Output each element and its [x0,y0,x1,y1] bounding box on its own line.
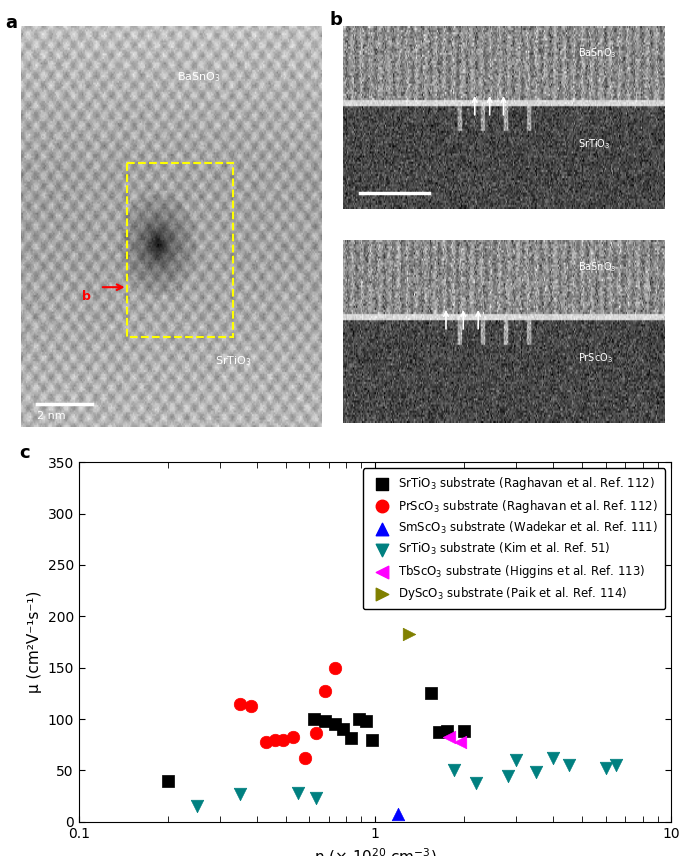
SrTiO$_3$ substrate (Kim et al. Ref. 51) [234,788,245,801]
PrScO$_3$ substrate (Raghavan et al. Ref. 112) [299,752,310,765]
Text: b: b [329,11,342,29]
SrTiO$_3$ substrate (Kim et al. Ref. 51) [471,776,482,789]
PrScO$_3$ substrate (Raghavan et al. Ref. 112) [245,698,256,712]
PrScO$_3$ substrate (Raghavan et al. Ref. 112) [288,729,299,743]
Text: c: c [20,444,30,462]
SrTiO$_3$ substrate (Raghavan et al. Ref. 112) [346,731,357,745]
SrTiO$_3$ substrate (Raghavan et al. Ref. 112) [338,722,349,736]
SrTiO$_3$ substrate (Raghavan et al. Ref. 112) [353,712,364,726]
Text: BaSnO$_3$: BaSnO$_3$ [577,260,616,274]
SrTiO$_3$ substrate (Kim et al. Ref. 51) [563,758,574,772]
Text: PrScO$_3$: PrScO$_3$ [577,351,612,365]
SrTiO$_3$ substrate (Kim et al. Ref. 51) [610,758,621,772]
SrTiO$_3$ substrate (Kim et al. Ref. 51) [292,786,303,800]
SrTiO$_3$ substrate (Kim et al. Ref. 51) [502,769,513,782]
SrTiO$_3$ substrate (Kim et al. Ref. 51) [310,791,321,805]
Text: 2 nm: 2 nm [37,411,66,421]
Text: SrTiO$_3$: SrTiO$_3$ [577,137,610,151]
Text: SrTiO$_3$: SrTiO$_3$ [214,354,251,368]
Legend: SrTiO$_3$ substrate (Raghavan et al. Ref. 112), PrScO$_3$ substrate (Raghavan et: SrTiO$_3$ substrate (Raghavan et al. Ref… [363,468,665,609]
PrScO$_3$ substrate (Raghavan et al. Ref. 112) [234,697,245,710]
Text: BaSnO$_3$: BaSnO$_3$ [177,70,221,85]
SrTiO$_3$ substrate (Raghavan et al. Ref. 112) [308,712,319,726]
SrTiO$_3$ substrate (Raghavan et al. Ref. 112) [329,717,340,731]
PrScO$_3$ substrate (Raghavan et al. Ref. 112) [320,685,331,698]
SmScO$_3$ substrate (Wadekar et al. Ref. 111) [393,806,404,820]
SrTiO$_3$ substrate (Kim et al. Ref. 51) [191,800,202,813]
PrScO$_3$ substrate (Raghavan et al. Ref. 112) [261,734,272,748]
X-axis label: n (× 10$^{20}$ cm$^{-3}$): n (× 10$^{20}$ cm$^{-3}$) [314,847,436,856]
SrTiO$_3$ substrate (Raghavan et al. Ref. 112) [434,726,445,740]
SrTiO$_3$ substrate (Kim et al. Ref. 51) [531,765,542,779]
SrTiO$_3$ substrate (Kim et al. Ref. 51) [511,753,522,767]
PrScO$_3$ substrate (Raghavan et al. Ref. 112) [329,661,340,675]
SrTiO$_3$ substrate (Kim et al. Ref. 51) [548,752,559,765]
SrTiO$_3$ substrate (Raghavan et al. Ref. 112) [442,724,453,738]
DyScO$_3$ substrate (Paik et al. Ref. 114) [403,627,414,640]
SrTiO$_3$ substrate (Raghavan et al. Ref. 112) [320,714,331,728]
Text: a: a [5,14,18,32]
SrTiO$_3$ substrate (Raghavan et al. Ref. 112) [367,733,378,746]
PrScO$_3$ substrate (Raghavan et al. Ref. 112) [310,727,321,740]
SrTiO$_3$ substrate (Kim et al. Ref. 51) [449,764,460,777]
TbScO$_3$ substrate (Higgins et al. Ref. 113) [454,734,465,748]
SrTiO$_3$ substrate (Kim et al. Ref. 51) [600,762,611,776]
SrTiO$_3$ substrate (Raghavan et al. Ref. 112) [162,774,173,788]
TbScO$_3$ substrate (Higgins et al. Ref. 113) [444,729,455,743]
SrTiO$_3$ substrate (Raghavan et al. Ref. 112) [360,714,371,728]
PrScO$_3$ substrate (Raghavan et al. Ref. 112) [278,733,289,746]
PrScO$_3$ substrate (Raghavan et al. Ref. 112) [270,733,281,746]
Bar [127,163,233,336]
Text: BaSnO$_3$: BaSnO$_3$ [577,46,616,60]
SrTiO$_3$ substrate (Raghavan et al. Ref. 112) [459,724,470,738]
SrTiO$_3$ substrate (Raghavan et al. Ref. 112) [426,687,437,700]
Y-axis label: μ (cm²V⁻¹s⁻¹): μ (cm²V⁻¹s⁻¹) [27,591,42,693]
Text: b: b [82,290,90,303]
